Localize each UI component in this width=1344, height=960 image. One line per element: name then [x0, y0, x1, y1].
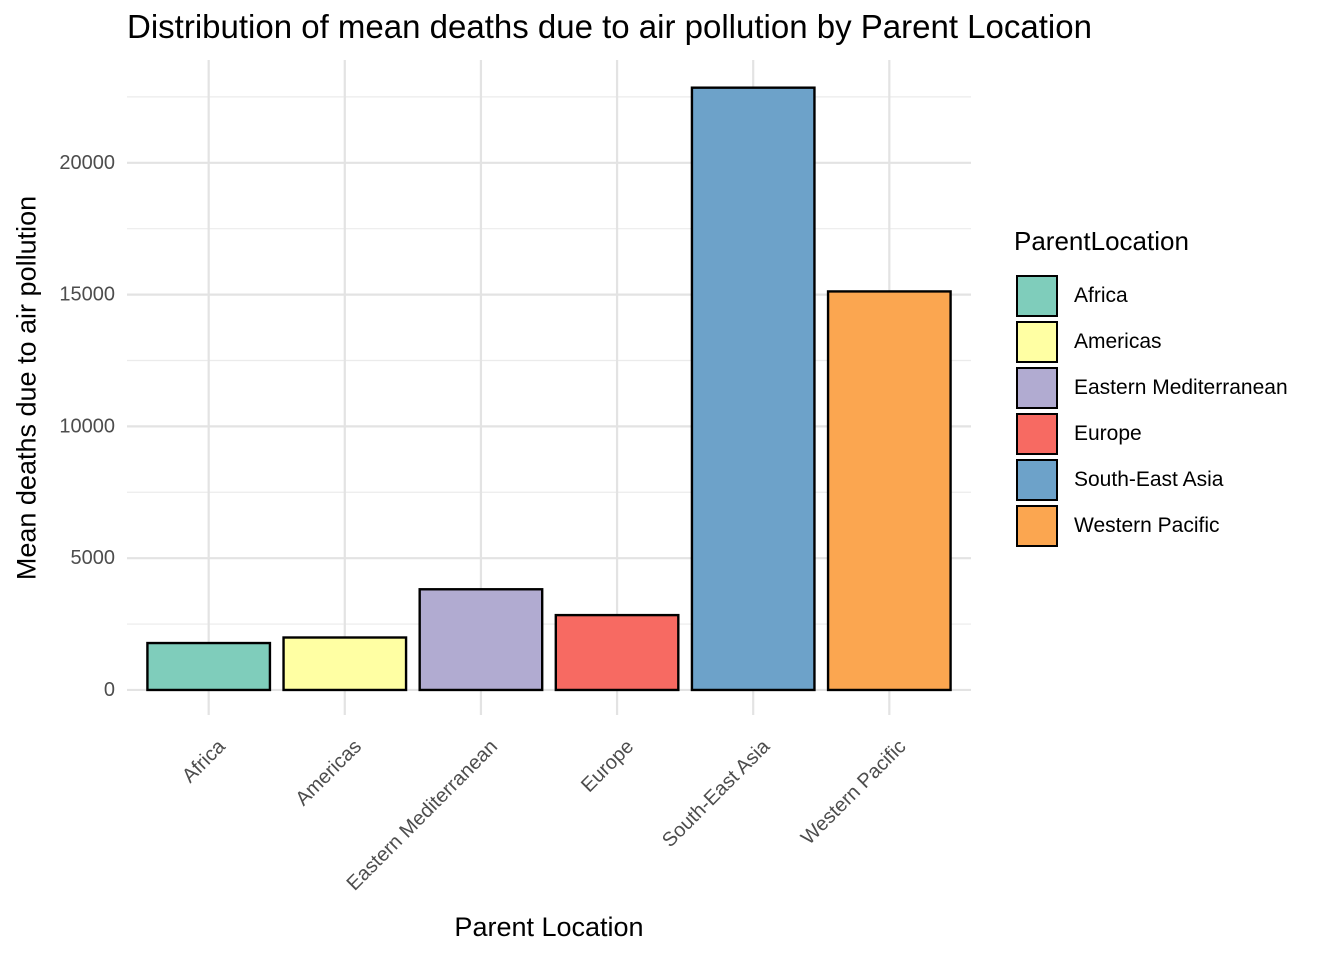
x-tick-label: South-East Asia [658, 735, 775, 852]
legend-label: Eastern Mediterranean [1074, 376, 1288, 399]
legend-label: Western Pacific [1074, 514, 1220, 537]
x-tick-label: Africa [178, 735, 230, 787]
chart-title: Distribution of mean deaths due to air p… [127, 8, 1092, 45]
legend-item: Western Pacific [1014, 503, 1288, 549]
x-tick-label: Americas [291, 736, 366, 811]
y-tick-label: 15000 [59, 284, 115, 306]
legend-swatch [1016, 321, 1058, 363]
x-tick-label: Eastern Mediterranean [343, 736, 502, 895]
bars [146, 86, 952, 692]
legend-item: Eastern Mediterranean [1014, 365, 1288, 411]
bar-africa [146, 641, 272, 692]
legend-items: Africa Americas Eastern Mediterranean Europ… [1014, 273, 1288, 549]
bar-americas [282, 636, 408, 692]
legend: ParentLocation Africa Americas Eastern Med… [1014, 226, 1288, 549]
x-tick-label: Western Pacific [797, 736, 911, 850]
legend-swatch [1016, 459, 1058, 501]
y-tick-label: 10000 [59, 415, 115, 437]
legend-item: Americas [1014, 319, 1288, 365]
bar-south-east-asia [690, 86, 816, 692]
bar-eastern-mediterranean [418, 588, 544, 692]
x-tick-label: Europe [577, 736, 638, 797]
y-tick-labels: 0 5000 10000 15000 20000 [59, 152, 115, 701]
legend-swatch [1016, 413, 1058, 455]
legend-title: ParentLocation [1014, 226, 1189, 256]
y-tick-label: 5000 [71, 547, 116, 569]
legend-label: Americas [1074, 330, 1162, 353]
x-axis-title: Parent Location [454, 912, 644, 942]
legend-item: South-East Asia [1014, 457, 1288, 503]
legend-label: Europe [1074, 422, 1142, 445]
y-tick-label: 0 [104, 679, 115, 701]
legend-swatch [1016, 505, 1058, 547]
legend-swatch [1016, 275, 1058, 317]
legend-label: South-East Asia [1074, 468, 1224, 491]
legend-item: Europe [1014, 411, 1288, 457]
legend-label: Africa [1074, 284, 1128, 307]
legend-swatch [1016, 367, 1058, 409]
bar-europe [554, 613, 680, 692]
legend-item: Africa [1014, 273, 1288, 319]
y-axis-title: Mean deaths due to air pollution [11, 195, 42, 581]
bar-western-pacific [826, 290, 952, 692]
y-tick-label: 20000 [59, 152, 115, 174]
